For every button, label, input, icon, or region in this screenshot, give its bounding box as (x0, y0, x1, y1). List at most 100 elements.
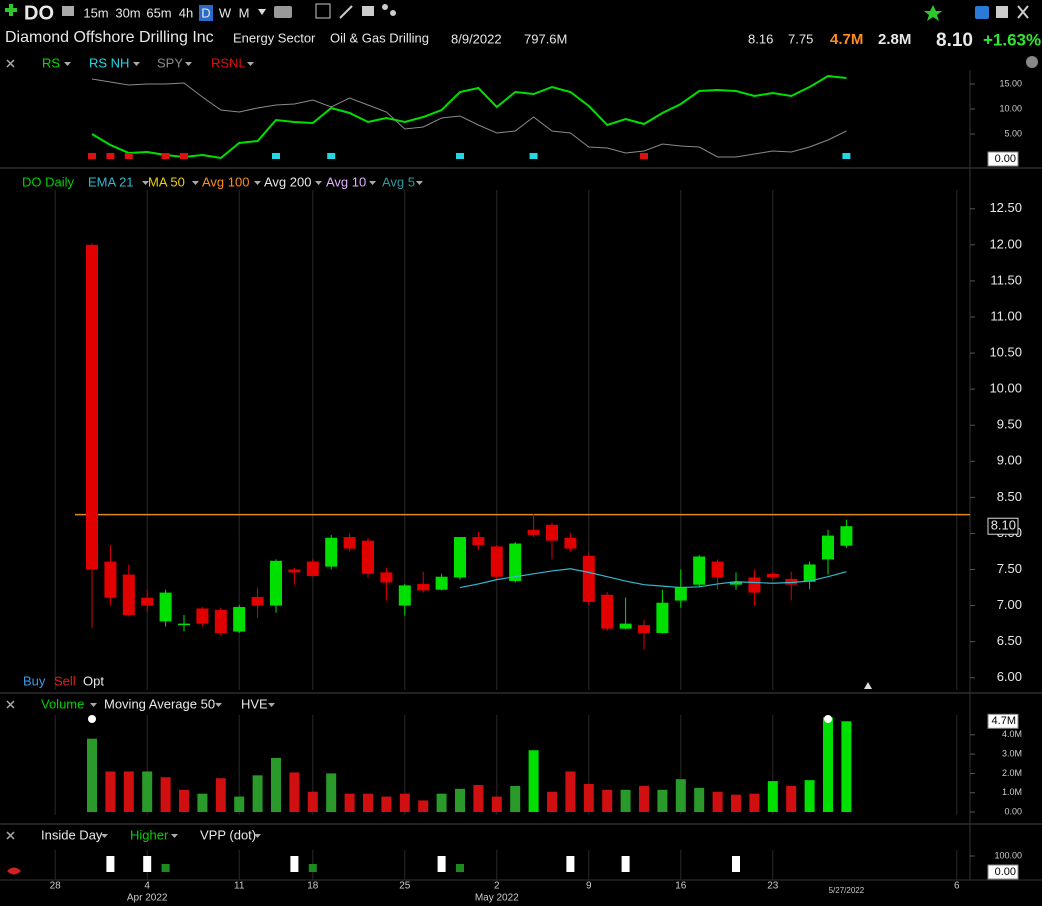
close-panel[interactable] (6, 59, 15, 68)
candle-body (638, 625, 650, 634)
legend-item[interactable]: Higher (130, 827, 169, 842)
y-tick-label: 100.00 (994, 850, 1022, 860)
volume-bar (565, 771, 576, 813)
trade-icon[interactable] (7, 867, 21, 875)
legend-item[interactable]: Moving Average 50 (104, 696, 215, 711)
candle-body (822, 535, 834, 560)
volume-bar (510, 785, 521, 813)
legend-item[interactable]: RS (42, 55, 60, 70)
save-icon[interactable] (996, 6, 1008, 18)
dropdown-arrow[interactable] (315, 181, 322, 185)
panel-settings[interactable] (1026, 56, 1038, 68)
share-icon[interactable] (382, 4, 388, 10)
candle-body (601, 594, 614, 629)
legend-item[interactable]: HVE (241, 696, 268, 711)
dropdown-arrow[interactable] (254, 834, 261, 838)
legend-item[interactable]: RS NH (89, 55, 129, 70)
close-panel[interactable] (6, 700, 15, 709)
settings-icon[interactable] (62, 6, 74, 16)
candle-body (472, 537, 485, 545)
dropdown-arrow[interactable] (215, 703, 222, 707)
legend-item[interactable]: RSNL (211, 55, 246, 70)
industry: Oil & Gas Drilling (330, 30, 429, 45)
market-cap: 797.6M (524, 31, 567, 46)
candle-body (546, 524, 558, 541)
candle-body (748, 577, 761, 593)
chart-type-icon[interactable] (274, 6, 292, 18)
watch-star[interactable] (924, 5, 942, 21)
legend-item[interactable]: VPP (dot) (200, 827, 256, 842)
legend-item[interactable]: Avg 200 (264, 174, 311, 189)
dropdown-arrow[interactable] (268, 703, 275, 707)
signal-mark (106, 153, 115, 159)
low: 7.75 (788, 31, 813, 46)
s-icon[interactable] (975, 6, 989, 19)
dropdown-arrow[interactable] (142, 181, 149, 185)
higher-mark (456, 864, 464, 872)
value-box-label: 0.00 (995, 866, 1016, 878)
volume: 4.7M (830, 31, 863, 48)
legend-item[interactable]: Inside Day (41, 827, 103, 842)
volume-bar (197, 793, 208, 813)
dropdown-arrow[interactable] (369, 181, 376, 185)
candle-body (656, 602, 669, 634)
candle-body (711, 561, 724, 578)
candle-body (178, 623, 190, 626)
layout-icon[interactable] (315, 3, 331, 19)
dropdown-arrow[interactable] (101, 834, 108, 838)
dropdown-arrow[interactable] (90, 703, 97, 707)
volume-bar (823, 717, 833, 813)
timeframe[interactable]: 30m (115, 5, 140, 20)
dropdown-arrow[interactable] (247, 62, 254, 66)
y-tick-label: 10.50 (989, 344, 1022, 359)
timeframe[interactable]: 65m (146, 5, 171, 20)
add-icon[interactable] (5, 4, 17, 16)
draw-icon[interactable] (339, 5, 353, 19)
timeframe[interactable]: M (239, 5, 250, 20)
dropdown-arrow[interactable] (133, 62, 140, 66)
legend-item[interactable]: DO Daily (22, 174, 75, 189)
timeframe[interactable]: W (219, 5, 232, 20)
timeframe[interactable]: 4h (179, 5, 193, 20)
dropdown-arrow[interactable] (64, 62, 71, 66)
volume-bar (271, 757, 281, 813)
candle-body (214, 609, 227, 634)
inside-day-mark (566, 856, 575, 872)
scroll-marker[interactable] (864, 682, 872, 689)
x-tick-label: 9 (586, 881, 592, 892)
volume-bar (620, 789, 631, 813)
legend-item[interactable]: MA 50 (148, 174, 185, 189)
legend-item[interactable]: EMA 21 (88, 174, 134, 189)
legend-item[interactable]: Avg 10 (326, 174, 366, 189)
volume-bar (344, 793, 355, 813)
hve-dot (88, 715, 96, 723)
candle-body (270, 560, 282, 606)
signal-mark (161, 153, 170, 159)
timeframe-dropdown[interactable] (258, 9, 266, 15)
legend-item[interactable]: Buy (23, 673, 46, 688)
legend-item[interactable]: Opt (83, 673, 104, 688)
dropdown-arrow[interactable] (254, 181, 261, 185)
rs-line (91, 78, 847, 158)
timeframe[interactable]: 15m (83, 5, 108, 20)
legend-item[interactable]: Volume (41, 696, 84, 711)
dropdown-arrow[interactable] (416, 181, 423, 185)
legend-item[interactable]: Avg 5 (382, 174, 415, 189)
timeframe[interactable]: D (201, 5, 210, 20)
dropdown-arrow[interactable] (192, 181, 199, 185)
dropdown-arrow[interactable] (171, 834, 178, 838)
y-tick-label: 4.0M (1002, 729, 1022, 739)
candle-body (674, 586, 687, 601)
legend-item[interactable]: Sell (54, 673, 76, 688)
volume-bar (289, 772, 300, 813)
candle-body (435, 576, 448, 590)
close-panel[interactable] (6, 831, 15, 840)
notes-icon[interactable] (362, 6, 374, 16)
dropdown-arrow[interactable] (185, 62, 192, 66)
legend-item[interactable]: Avg 100 (202, 174, 249, 189)
close-icon[interactable] (1017, 5, 1029, 19)
volume-bar (804, 780, 815, 813)
x-tick-label: 28 (50, 881, 62, 892)
legend-item[interactable]: SPY (157, 55, 183, 70)
